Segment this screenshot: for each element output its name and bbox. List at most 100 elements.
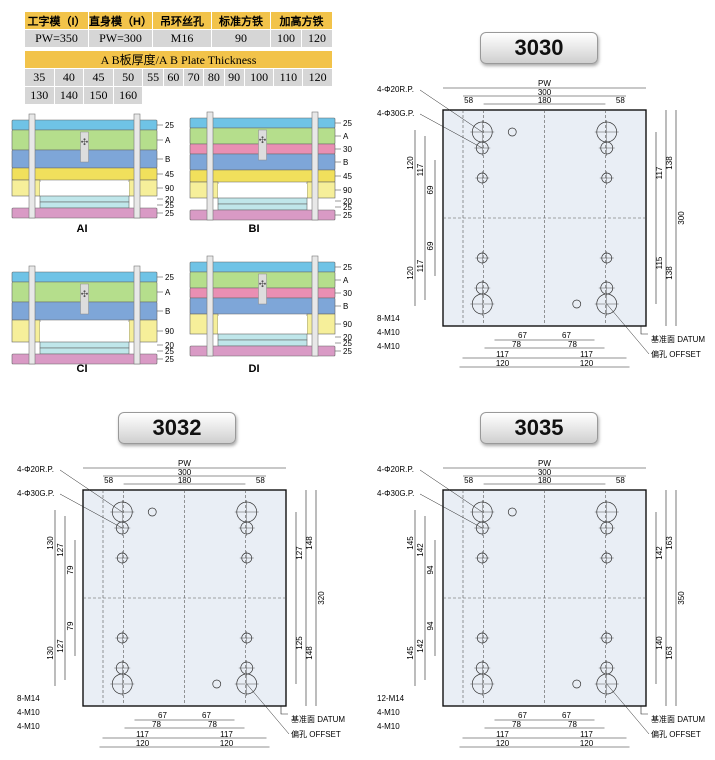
- layer-dim-label: 25: [165, 347, 174, 356]
- dim-78: 78: [512, 720, 521, 729]
- dim-vertical: 79: [66, 621, 75, 630]
- label-rp: 4-Φ20R.P.: [17, 465, 54, 474]
- support-block-right: [128, 179, 158, 197]
- title-badge-3035: 3035: [480, 412, 598, 444]
- layer-dim-label: 20: [343, 197, 352, 206]
- dim-height: 300: [677, 211, 686, 225]
- dim-78: 78: [568, 340, 577, 349]
- value-thread: M16: [152, 29, 212, 48]
- ejector-plate: [217, 339, 308, 347]
- dim-117: 117: [580, 730, 593, 739]
- label-offset: 偏孔 OFFSET: [651, 729, 701, 739]
- dim-78: 78: [568, 720, 577, 729]
- dim-120: 120: [496, 359, 510, 368]
- ejector-plate: [39, 201, 130, 209]
- layer-dim-label: 25: [343, 339, 352, 348]
- dim-67: 67: [158, 711, 167, 720]
- dim-vertical: 130: [46, 646, 55, 660]
- layer-dim-label: 20: [165, 195, 174, 204]
- layer-dim-label: 25: [165, 121, 174, 130]
- ejector-space: [40, 182, 129, 196]
- leader: [419, 493, 483, 529]
- dim-58: 58: [256, 476, 265, 485]
- guide-pin: [28, 265, 36, 365]
- layer-dim-label: 25: [343, 119, 352, 128]
- guide-pin: [133, 113, 141, 219]
- value-std: 90: [211, 29, 271, 48]
- dim-120: 120: [220, 739, 234, 748]
- label-datum: 基准面 DATUM: [651, 334, 705, 344]
- dim-58: 58: [616, 96, 625, 105]
- dim-58: 58: [464, 96, 473, 105]
- screw-hole: [147, 507, 157, 517]
- layer-dim-label: 25: [343, 203, 352, 212]
- label-m14: 12-M14: [377, 694, 405, 703]
- value-pw-h: PW=300: [88, 29, 153, 48]
- header-i: 工字模（I）: [24, 11, 89, 30]
- leader: [419, 469, 483, 513]
- layer-dim-label: B: [165, 307, 170, 316]
- thickness-value: 40: [53, 68, 85, 87]
- guide-pin: [206, 255, 214, 357]
- datum-mark-icon: [640, 706, 648, 715]
- dim-vertical: 145: [406, 536, 415, 550]
- label-m10: 4-M10: [377, 342, 400, 351]
- layer-dim-label: B: [343, 158, 348, 167]
- ejector-plate: [217, 197, 308, 205]
- leader: [59, 469, 123, 513]
- guide-pin: [206, 111, 214, 221]
- dim-58: 58: [464, 476, 473, 485]
- header-std-block: 标准方铁: [211, 11, 271, 30]
- layer-dim-label: B: [165, 155, 170, 164]
- dim-vertical: 127: [56, 543, 65, 557]
- layer-dim-label: 90: [165, 327, 174, 336]
- support-block-left: [189, 313, 219, 335]
- thickness-title: A B板厚度/A B Plate Thickness: [24, 50, 333, 69]
- dim-vertical: 138: [665, 156, 674, 170]
- thickness-value: 60: [162, 68, 184, 87]
- ejector-plate: [217, 203, 308, 211]
- layer-dim-label: 25: [343, 263, 352, 272]
- value-raised-1: 100: [270, 29, 302, 48]
- dim-pw: PW: [538, 459, 551, 468]
- support-block-left: [11, 179, 41, 197]
- empty-cell: [142, 86, 164, 105]
- center-mark-icon: ✣: [81, 137, 89, 147]
- ejector-space: [40, 322, 129, 342]
- dim-117: 117: [496, 350, 509, 359]
- dim-67: 67: [518, 711, 527, 720]
- dim-vertical: 94: [426, 621, 435, 630]
- layer-dim-label: 90: [165, 184, 174, 193]
- dim-vertical: 117: [416, 163, 425, 176]
- center-mark-icon: ✣: [81, 289, 89, 299]
- dim-vertical: 163: [665, 536, 674, 550]
- leader: [419, 89, 483, 133]
- thickness-value: 110: [273, 68, 304, 87]
- thickness-value: 100: [243, 68, 275, 87]
- dim-vertical: 127: [295, 546, 304, 560]
- dim-117: 117: [136, 730, 149, 739]
- dim-vertical: 127: [56, 639, 65, 653]
- thickness-value: 160: [112, 86, 144, 105]
- schematic-label: CI: [77, 363, 88, 375]
- dim-vertical: 130: [46, 536, 55, 550]
- thickness-table: A B板厚度/A B Plate Thickness 35 40 45 50 55 60 7…: [24, 50, 333, 105]
- guide-pin: [311, 111, 319, 221]
- screw-hole: [212, 679, 222, 689]
- leader: [419, 113, 483, 149]
- thickness-value: 35: [24, 68, 55, 87]
- label-rp: 4-Φ20R.P.: [377, 85, 414, 94]
- thickness-value: 50: [112, 68, 144, 87]
- label-m10: 4-M10: [17, 708, 40, 717]
- dim-67: 67: [562, 711, 571, 720]
- layer-dim-label: 25: [343, 211, 352, 220]
- empty-cell: [223, 86, 245, 105]
- empty-cell: [302, 86, 333, 105]
- support-block-right: [128, 319, 158, 343]
- layer-dim-label: 30: [343, 145, 352, 154]
- dim-78: 78: [512, 340, 521, 349]
- label-m10: 4-M10: [377, 722, 400, 731]
